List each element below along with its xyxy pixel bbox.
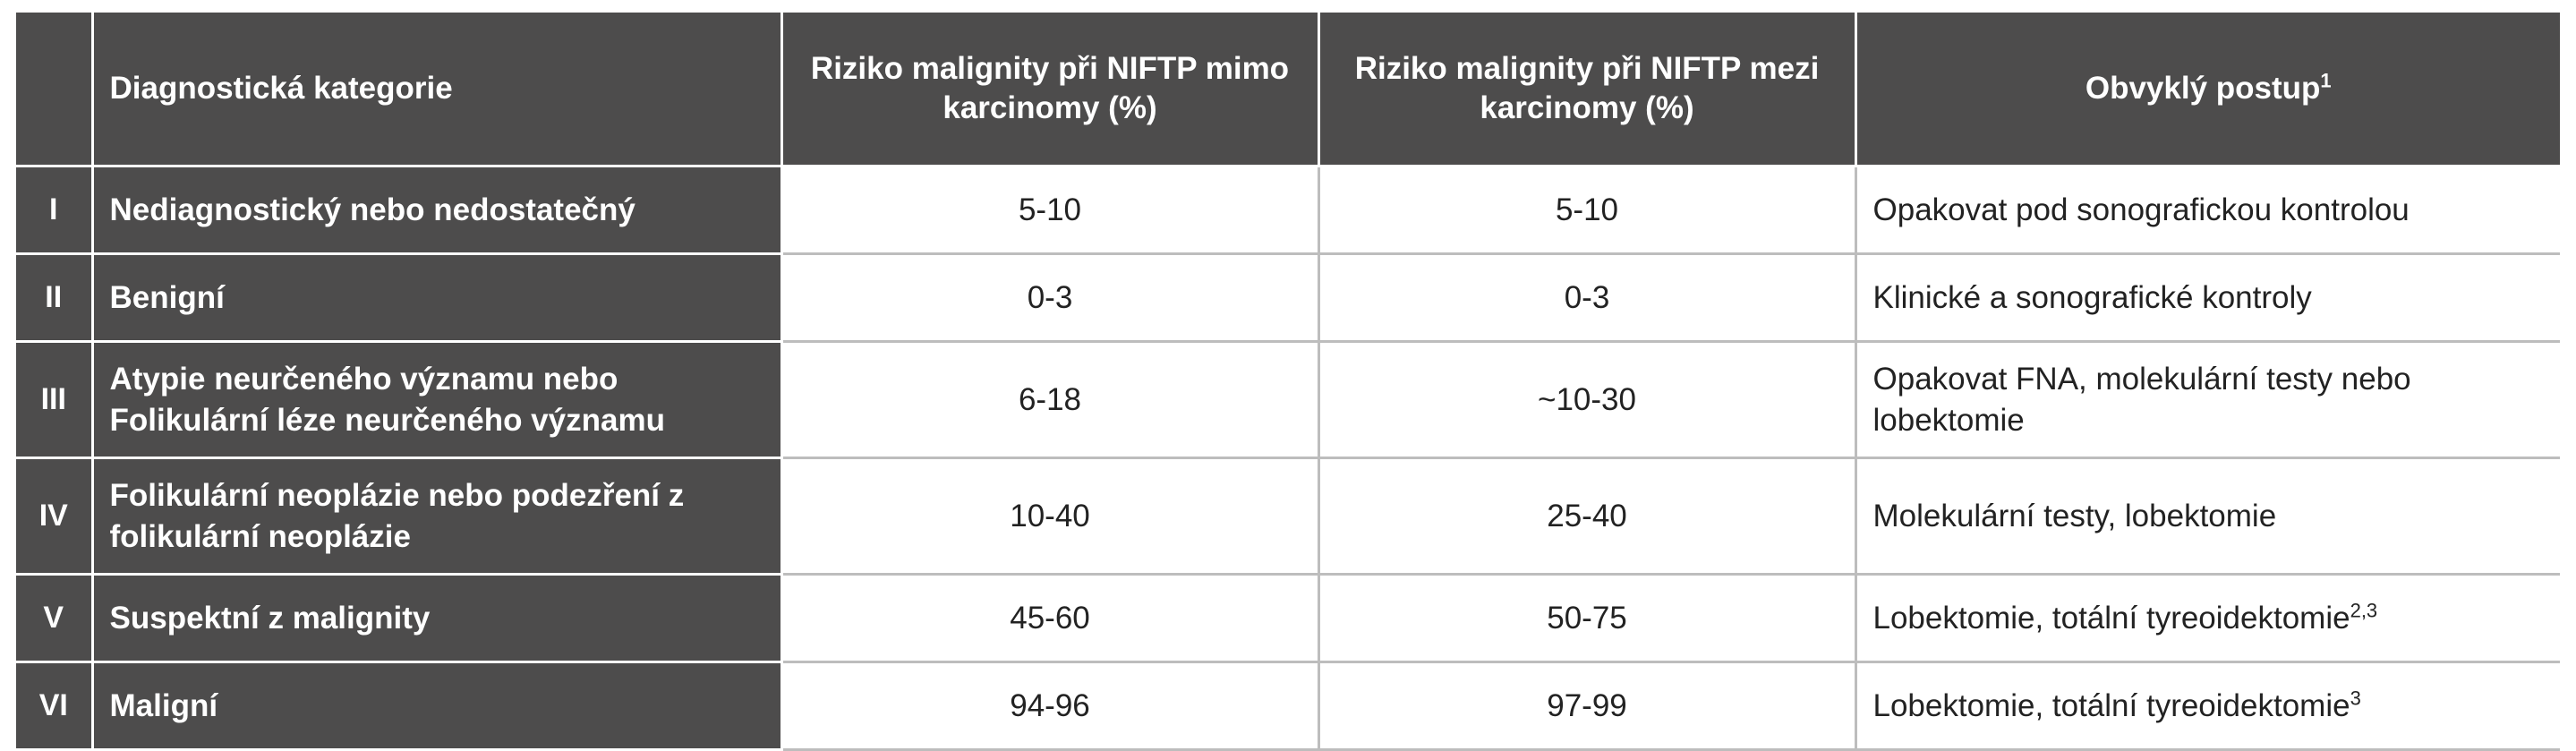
table-row: IV Folikulární neoplázie nebo podezření …: [16, 457, 2560, 576]
row-procedure-text: Opakovat FNA, molekulární testy nebo lob…: [1872, 361, 2411, 438]
row-risk-excluded: 6-18: [781, 341, 1320, 459]
row-procedure: Klinické a sonografické kontroly: [1855, 253, 2560, 343]
row-risk-included: 5-10: [1318, 166, 1857, 255]
row-procedure-footnote: 3: [2350, 686, 2361, 709]
header-procedure-label: Obvyklý postup: [2085, 71, 2321, 106]
header-risk-included: Riziko malignity při NIFTP mezi karcinom…: [1318, 13, 1857, 167]
row-category-name: Benigní: [92, 253, 783, 343]
row-procedure: Lobektomie, totální tyreoidektomie2,3: [1855, 574, 2560, 663]
row-risk-included: 97-99: [1318, 661, 1857, 751]
row-risk-included: 25-40: [1318, 457, 1857, 576]
row-procedure: Molekulární testy, lobektomie: [1855, 457, 2560, 576]
header-category: Diagnostická kategorie: [92, 13, 783, 167]
row-risk-excluded: 0-3: [781, 253, 1320, 343]
header-risk-excluded: Riziko malignity při NIFTP mimo karcinom…: [781, 13, 1320, 167]
row-procedure-text: Lobektomie, totální tyreoidektomie: [1872, 600, 2350, 636]
row-category-name: Nediagnostický nebo nedostatečný: [92, 166, 783, 255]
header-procedure-footnote: 1: [2320, 69, 2332, 92]
table-row: V Suspektní z malignity 45-60 50-75 Lobe…: [16, 574, 2560, 663]
row-category-number: VI: [16, 661, 94, 751]
row-procedure-text: Molekulární testy, lobektomie: [1872, 498, 2277, 533]
row-procedure: Opakovat pod sonografickou kontrolou: [1855, 166, 2560, 255]
row-category-name: Atypie neurčeného významu nebo Folikulár…: [92, 341, 783, 459]
header-num: [16, 13, 94, 167]
row-category-number: II: [16, 253, 94, 343]
row-risk-included: ~10-30: [1318, 341, 1857, 459]
row-procedure-text: Lobektomie, totální tyreoidektomie: [1872, 687, 2350, 723]
row-risk-excluded: 5-10: [781, 166, 1320, 255]
row-procedure: Lobektomie, totální tyreoidektomie3: [1855, 661, 2560, 751]
row-procedure-footnote: 2,3: [2350, 598, 2378, 621]
row-category-name: Suspektní z malignity: [92, 574, 783, 663]
row-category-number: IV: [16, 457, 94, 576]
row-category-number: III: [16, 341, 94, 459]
row-category-number: I: [16, 166, 94, 255]
table-row: VI Maligní 94-96 97-99 Lobektomie, totál…: [16, 661, 2560, 751]
row-risk-excluded: 94-96: [781, 661, 1320, 751]
table-row: I Nediagnostický nebo nedostatečný 5-10 …: [16, 166, 2560, 255]
row-risk-included: 50-75: [1318, 574, 1857, 663]
header-row: Diagnostická kategorie Riziko malignity …: [16, 13, 2560, 167]
row-procedure-text: Opakovat pod sonografickou kontrolou: [1872, 192, 2410, 227]
row-risk-included: 0-3: [1318, 253, 1857, 343]
header-procedure: Obvyklý postup1: [1855, 13, 2560, 167]
row-category-name: Maligní: [92, 661, 783, 751]
row-procedure-text: Klinické a sonografické kontroly: [1872, 279, 2312, 315]
row-risk-excluded: 10-40: [781, 457, 1320, 576]
row-risk-excluded: 45-60: [781, 574, 1320, 663]
table-row: III Atypie neurčeného významu nebo Folik…: [16, 341, 2560, 459]
table-header: Diagnostická kategorie Riziko malignity …: [16, 13, 2560, 167]
row-procedure: Opakovat FNA, molekulární testy nebo lob…: [1855, 341, 2560, 459]
row-category-name: Folikulární neoplázie nebo podezření z f…: [92, 457, 783, 576]
bethesda-table: Diagnostická kategorie Riziko malignity …: [16, 13, 2560, 751]
row-category-number: V: [16, 574, 94, 663]
table-body: I Nediagnostický nebo nedostatečný 5-10 …: [16, 166, 2560, 751]
table-row: II Benigní 0-3 0-3 Klinické a sonografic…: [16, 253, 2560, 343]
